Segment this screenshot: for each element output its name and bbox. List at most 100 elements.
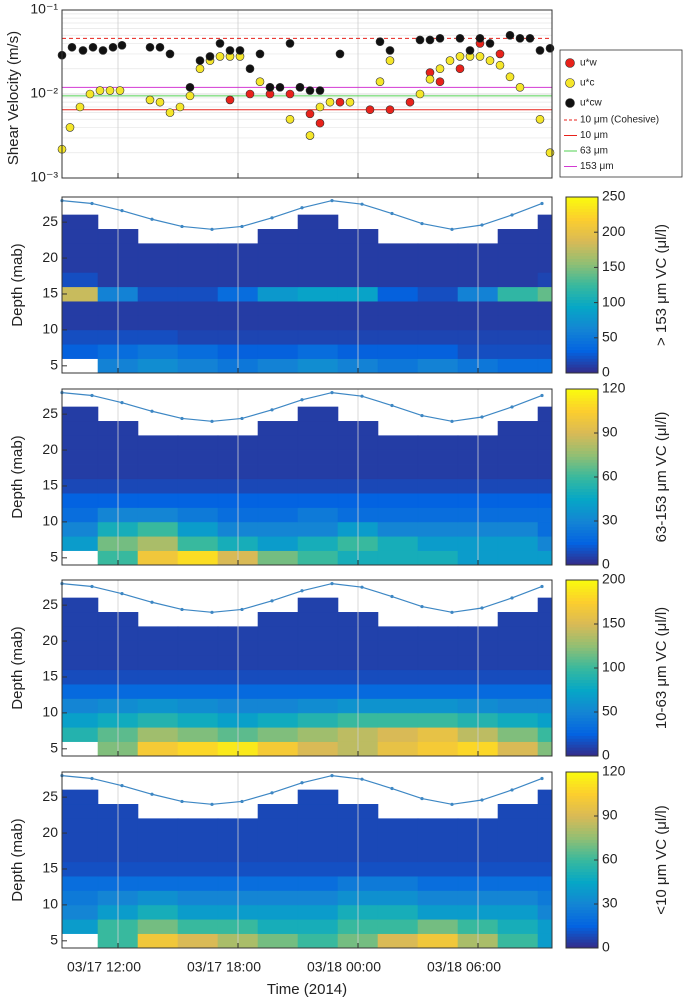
contour-cell (497, 918, 539, 934)
point (455, 64, 465, 74)
y-tick-label: 20 (42, 249, 58, 265)
colorbar-step (566, 597, 598, 601)
colorbar-step (566, 697, 598, 701)
colorbar-step (566, 491, 598, 495)
colorbar-step (566, 302, 598, 306)
contour-cell (62, 315, 99, 331)
contour-cell (137, 890, 179, 906)
y-tick-label: 15 (42, 860, 58, 876)
colorbar-step (566, 547, 598, 551)
contour-cell (177, 918, 219, 934)
surface-point (450, 419, 454, 423)
colorbar-step (566, 485, 598, 490)
colorbar-step (566, 906, 598, 911)
surface-point (180, 224, 184, 229)
contour-cell (62, 449, 99, 465)
contour-cell (177, 861, 219, 877)
contour-cell (417, 358, 459, 373)
colorbar-step (566, 635, 598, 640)
colorbar-step (566, 848, 598, 852)
legend-box (559, 49, 683, 178)
contour-cell (257, 904, 299, 920)
contour-cell (377, 257, 419, 273)
colorbar-step (566, 340, 598, 345)
contour-cell (137, 492, 179, 508)
contour-cell (417, 698, 459, 714)
y-axis-label: Shear Velocity (m/s) (5, 31, 22, 165)
contour-cell (377, 904, 419, 920)
colorbar-tick-label: 200 (602, 571, 626, 587)
contour-cell (257, 875, 299, 891)
colorbar-step (566, 529, 598, 534)
surface-point (330, 390, 334, 395)
contour-cell (257, 612, 299, 627)
y-axis-label: Depth (mab) (9, 435, 26, 518)
contour-cell (137, 507, 179, 523)
y-tick-label: 10⁻³ (30, 169, 58, 185)
y-tick-label: 25 (42, 405, 58, 421)
contour-cell (377, 626, 419, 642)
point (285, 114, 295, 124)
contour-cell (497, 612, 539, 627)
colorbar-step (566, 668, 598, 672)
contour-field (62, 789, 552, 948)
colorbar-step (566, 588, 598, 593)
legend-label: 63 μm (580, 146, 608, 157)
colorbar-step (566, 889, 598, 893)
point (165, 108, 175, 117)
contour-cell (417, 550, 459, 565)
colorbar-step (566, 465, 598, 469)
surface-point (540, 776, 544, 781)
contour-cell (417, 818, 459, 834)
contour-cell (62, 229, 99, 244)
contour-cell (377, 861, 419, 877)
colorbar-step (566, 609, 598, 613)
contour-cell (297, 818, 339, 834)
colorbar-step (566, 526, 598, 531)
point (285, 89, 295, 99)
colorbar-step (566, 709, 598, 713)
colorbar-step (566, 290, 598, 295)
contour-cell (417, 861, 459, 877)
contour-cell (177, 640, 219, 656)
colorbar-step (566, 450, 598, 454)
contour-cell (137, 626, 179, 642)
contour-cell (177, 669, 219, 685)
contour-cell (497, 904, 539, 920)
colorbar-step (566, 750, 598, 754)
contour-cell (417, 343, 459, 359)
contour-cell (537, 435, 552, 451)
surface-point (510, 405, 514, 409)
contour-cell (497, 875, 539, 891)
y-tick-label: 10 (42, 704, 58, 720)
colorbar-step (566, 550, 598, 554)
contour-cell (377, 272, 419, 288)
colorbar-step (566, 774, 598, 779)
legend-marker (565, 98, 575, 108)
legend-label: 10 μm (Cohesive) (580, 115, 659, 126)
contour-cell (497, 286, 539, 302)
colorbar-tick-label: 100 (602, 293, 626, 309)
colorbar-step (566, 753, 598, 757)
contour-cell (257, 315, 299, 331)
point (95, 86, 105, 95)
contour-cell (257, 286, 299, 302)
surface-point (480, 415, 484, 419)
surface-point (420, 413, 424, 418)
colorbar-step (566, 927, 598, 931)
colorbar-step (566, 786, 598, 790)
contour-cell (377, 300, 419, 316)
colorbar-tick-label: 100 (602, 659, 626, 675)
contour-cell (377, 741, 419, 756)
contour-cell (297, 492, 339, 508)
contour-cell (177, 904, 219, 920)
contour-cell (297, 669, 339, 685)
contour-cell (137, 698, 179, 714)
point (375, 37, 385, 46)
colorbar-step (566, 226, 598, 230)
contour-cell (137, 286, 179, 302)
colorbar-step (566, 638, 598, 642)
colorbar-tick-label: 120 (602, 380, 626, 396)
contour-cell (417, 933, 459, 948)
contour-cell (297, 875, 339, 891)
